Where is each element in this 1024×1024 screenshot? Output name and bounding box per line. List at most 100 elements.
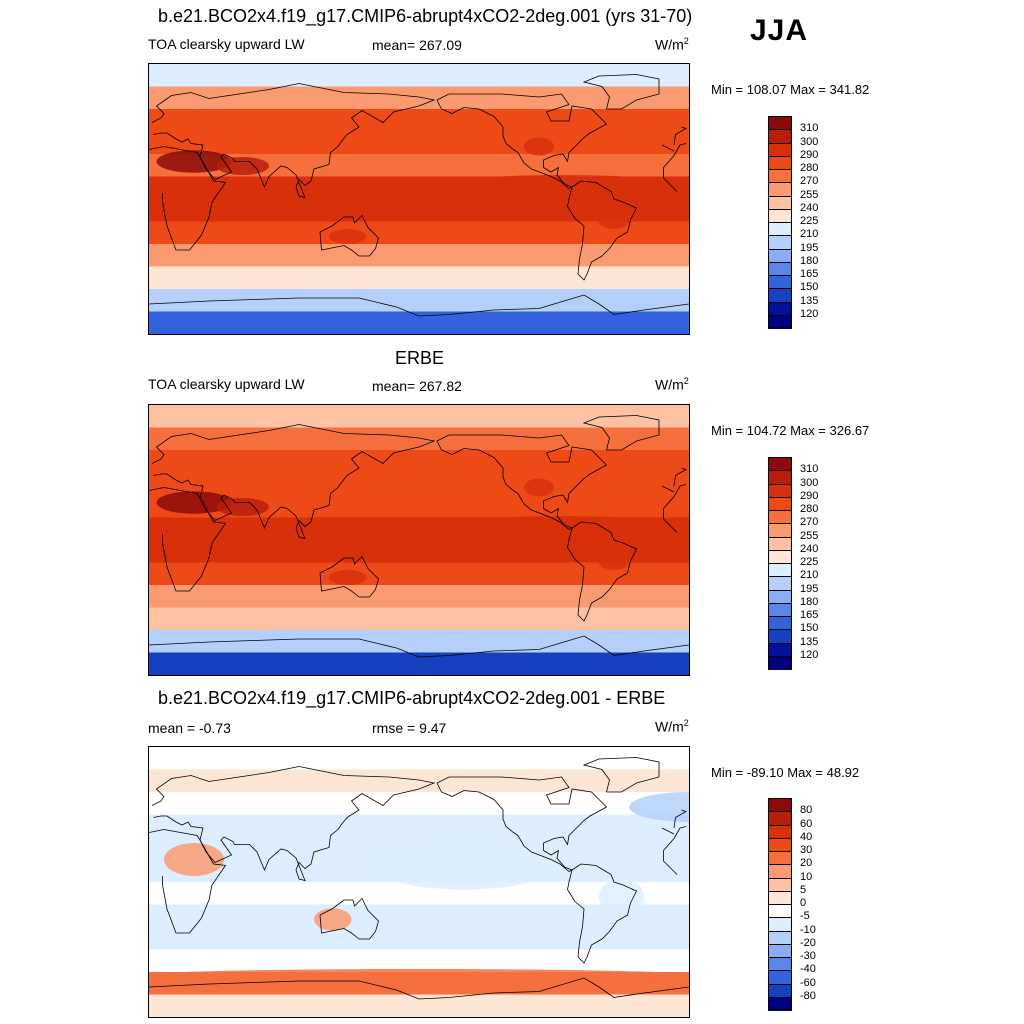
colorbar-segment [768,169,792,183]
colorbar-separator [768,261,792,263]
map-patch [329,570,367,585]
colorbar-separator [768,877,792,879]
coastline [149,294,689,317]
colorbar-segment [768,957,792,971]
map-patch [629,792,689,822]
colorbar-tick-label: 20 [800,857,813,870]
panel2-colorbar: 310 300 290 280 270 255 240 225 210 195 180 165 150 1… [768,457,818,670]
colorbar-tick-label: -40 [800,963,816,976]
colorbar-tick-label: -5 [800,910,810,923]
colorbar-segment [768,983,792,998]
colorbar-segment [768,116,792,130]
colorbar-separator [768,510,792,511]
colorbar-segment [768,275,792,289]
colorbar-tick-label: 80 [800,804,813,817]
map-band [149,792,689,815]
colorbar-tick-label: 240 [800,542,819,555]
map-band [149,427,689,451]
panel2-minmax: Min = 104.72 Max = 326.67 [711,423,870,438]
coastline [679,484,687,487]
panel3-rmse-label: rmse = 9.47 [372,720,447,736]
coastline [663,827,681,875]
coastline [567,521,638,622]
coastline [582,74,660,110]
panel3-mean-label: mean = -0.73 [148,720,231,736]
colorbar-segment [768,589,792,604]
colorbar-tick-label: 195 [800,582,819,595]
season-label: JJA [750,14,809,47]
map-band [149,86,689,110]
colorbar-tick-label: 255 [800,188,819,201]
colorbar-tick-label: 225 [800,215,819,227]
coastline [673,809,687,829]
colorbar-segment [768,811,792,825]
map-band [149,311,689,334]
colorbar-separator [768,301,792,303]
colorbar-segment [768,301,792,316]
colorbar-tick-label: 280 [800,162,819,174]
map-band [149,585,689,608]
coastline [582,415,660,451]
coastline [679,826,687,829]
colorbar-tick-label: -80 [800,989,816,1002]
colorbar-separator [768,616,792,617]
colorbar-separator [768,549,792,551]
coastline [582,757,660,793]
coastline [319,555,379,598]
coastline [436,776,608,872]
colorbar-separator [768,248,792,250]
panel3-units: W/m2 [655,718,689,735]
colorbar-tick-label: 10 [800,870,813,883]
colorbar-segment [768,470,792,484]
panel3-minmax: Min = -89.10 Max = 48.92 [711,765,860,780]
colorbar-tick-label: 30 [800,844,813,856]
panel1-minmax: Min = 108.07 Max = 341.82 [711,82,870,97]
colorbar-tick-label: 210 [800,569,819,582]
map-band [149,154,689,177]
colorbar-tick-label: 150 [800,281,819,294]
map-band [149,814,689,838]
colorbar-separator [768,811,792,813]
map-patch [374,844,554,890]
colorbar-tick-label: 120 [800,307,819,320]
map-band [149,450,689,473]
map-band [149,769,689,793]
colorbar-separator [768,943,792,945]
map-band [149,540,689,563]
colorbar-separator [768,275,792,276]
panel3-title: b.e21.BCO2x4.f19_g17.CMIP6-abrupt4xCO2-2… [158,688,666,708]
map-band [149,289,689,312]
colorbar-segment [768,536,792,551]
colorbar-segment [768,496,792,511]
colorbar-segment [768,129,792,143]
colorbar-separator [768,523,792,525]
colorbar-segment [768,864,792,878]
map-patch [156,150,232,173]
colorbar-separator [768,563,792,564]
panel1-units: W/m2 [655,36,689,53]
colorbar-separator [768,195,792,197]
coastline [151,766,436,882]
colorbar-separator [768,129,792,131]
map-patch [149,969,689,981]
colorbar-segment [768,314,792,329]
colorbar-tick-label: -60 [800,976,816,989]
colorbar-segment [768,549,792,564]
coastline [149,146,227,251]
coastline [567,863,638,964]
colorbar-segment [768,222,792,236]
map-band [149,927,689,950]
panel3-map [148,746,690,1018]
colorbar-separator [768,996,792,998]
colorbar-separator [768,288,792,290]
colorbar-segment [768,655,792,670]
colorbar-segment [768,142,792,157]
map-band [149,109,689,132]
colorbar-separator [768,496,792,498]
colorbar-separator [768,169,792,170]
map-band [149,630,689,653]
colorbar-separator [768,655,792,657]
panel1-map-svg [149,64,689,334]
colorbar-separator [768,235,792,237]
colorbar-separator [768,930,792,932]
